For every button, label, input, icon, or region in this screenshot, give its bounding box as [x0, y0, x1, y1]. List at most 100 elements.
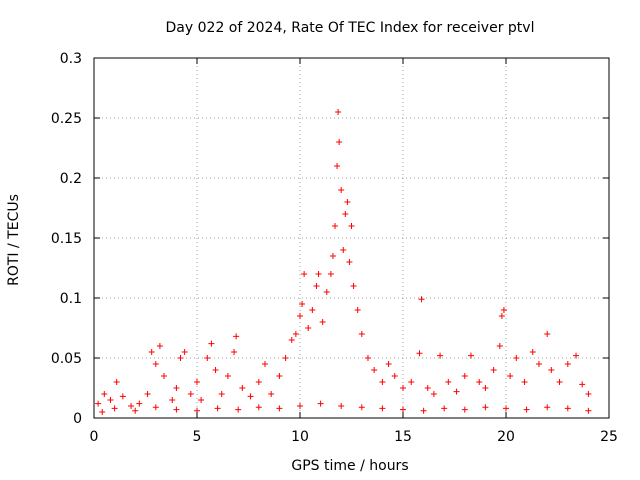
data-point [523, 406, 530, 413]
data-point [132, 407, 139, 414]
y-tick-label: 0.3 [60, 51, 82, 67]
data-point [156, 343, 163, 349]
x-tick-label: 5 [193, 429, 202, 445]
data-point [233, 333, 240, 340]
data-point [338, 403, 345, 409]
data-point [101, 391, 108, 397]
data-point [424, 385, 431, 391]
data-point [208, 340, 215, 347]
data-point [323, 289, 330, 295]
data-point [173, 385, 180, 391]
data-point [177, 355, 184, 361]
data-point [529, 349, 536, 355]
data-point [231, 349, 238, 355]
data-point [329, 253, 336, 259]
data-point [313, 283, 320, 289]
y-tick-label: 0.05 [51, 351, 82, 367]
data-point [327, 271, 334, 277]
data-point [544, 404, 551, 411]
x-tick-label: 0 [90, 429, 99, 445]
data-point [400, 406, 406, 413]
data-point [467, 352, 474, 359]
data-point [416, 350, 423, 357]
data-point [212, 367, 219, 373]
data-point [292, 331, 299, 337]
data-point [544, 331, 551, 337]
data-point [418, 296, 425, 303]
data-point [261, 361, 268, 367]
data-point [408, 379, 415, 385]
data-point [453, 388, 460, 395]
data-point [400, 385, 406, 391]
data-point [299, 301, 306, 307]
data-point [301, 271, 308, 277]
data-point [99, 409, 106, 415]
data-points [95, 109, 592, 415]
data-point [482, 404, 489, 411]
data-point [239, 385, 246, 391]
data-point [161, 373, 168, 379]
x-tick-labels: 0 5 10 15 20 25 [90, 429, 618, 445]
data-point [556, 379, 563, 385]
data-point [319, 319, 326, 325]
data-point [364, 355, 371, 361]
data-point [276, 373, 283, 379]
data-point [579, 381, 586, 388]
data-point [344, 199, 351, 205]
data-point [350, 283, 357, 289]
data-point [317, 400, 324, 407]
grid-lines [94, 58, 609, 418]
x-tick-label: 15 [394, 429, 412, 445]
plot-frame [93, 57, 610, 419]
data-point [358, 404, 365, 411]
y-tick-label: 0.25 [51, 111, 82, 127]
data-point [342, 211, 349, 217]
y-tick-labels: 0 0.05 0.1 0.15 0.2 0.25 0.3 [51, 51, 82, 427]
data-point [338, 187, 345, 193]
data-point [564, 405, 571, 412]
data-point [113, 379, 120, 385]
data-point [585, 407, 592, 414]
data-point [437, 352, 444, 359]
data-point [204, 355, 211, 361]
data-point [573, 352, 580, 359]
data-point [476, 379, 483, 385]
data-point [482, 385, 489, 391]
data-point [255, 379, 262, 385]
data-point [288, 337, 295, 343]
data-point [379, 405, 386, 412]
data-point [276, 405, 283, 412]
data-point [309, 307, 316, 313]
data-point [152, 361, 159, 367]
data-point [430, 391, 437, 397]
data-point [297, 313, 303, 319]
x-tick-label: 10 [291, 429, 309, 445]
x-axis-label: GPS time / hours [291, 458, 408, 474]
data-point [461, 373, 468, 379]
data-point [496, 343, 503, 349]
data-point [334, 163, 341, 169]
data-point [535, 361, 542, 367]
data-point [548, 367, 555, 373]
data-point [282, 355, 289, 361]
data-point [340, 247, 347, 253]
data-point [181, 349, 188, 355]
data-point [513, 355, 520, 361]
data-point [224, 373, 231, 379]
data-point [255, 404, 262, 411]
data-point [107, 397, 114, 403]
y-tick-label: 0.15 [51, 231, 82, 247]
data-point [346, 259, 353, 265]
data-point [503, 405, 509, 412]
data-point [235, 406, 242, 413]
data-point [420, 407, 427, 414]
data-point [315, 271, 322, 277]
y-tick-label: 0 [73, 411, 82, 427]
x-tick-label: 25 [600, 429, 618, 445]
data-point [336, 139, 343, 145]
data-point [169, 397, 176, 403]
data-point [198, 397, 205, 403]
data-point [111, 405, 118, 412]
data-point [358, 331, 365, 337]
